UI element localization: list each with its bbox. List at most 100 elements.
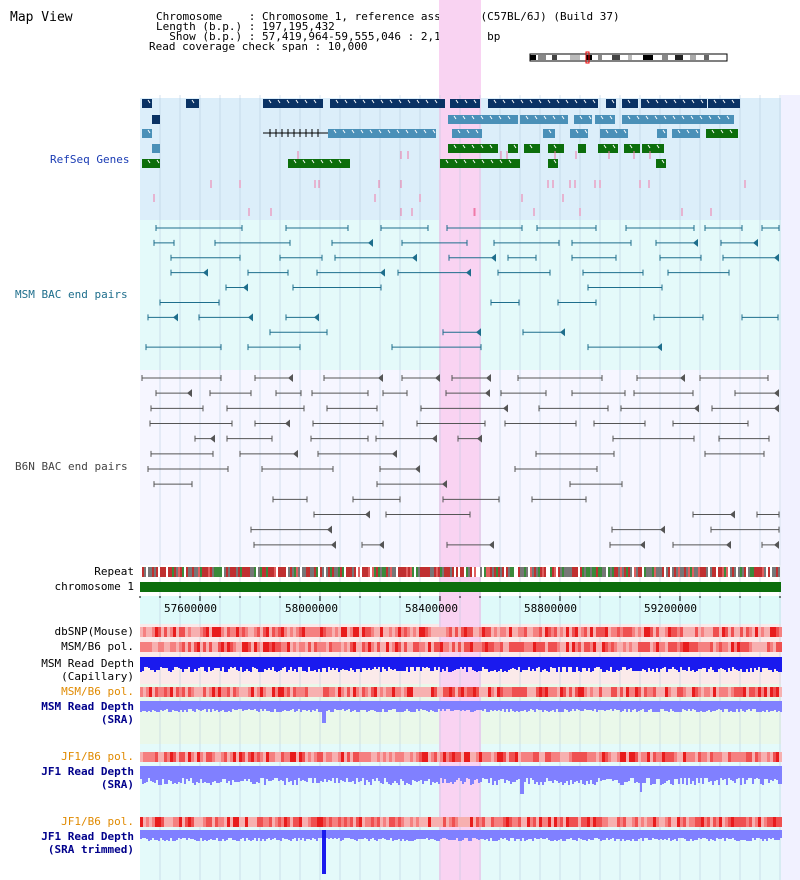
jf1-trimmed-depth-bar — [596, 830, 598, 838]
jf1-sra-depth-bar — [658, 766, 660, 779]
msm-capillary-depth-bar — [602, 657, 604, 672]
msm-sra-depth-bar — [434, 701, 436, 712]
jf1-b6-pol-trimmed-cell — [680, 817, 683, 827]
jf1-trimmed-depth-bar — [722, 830, 724, 838]
jf1-trimmed-depth-bar — [576, 830, 578, 841]
right-gutter — [781, 95, 800, 880]
b6n-bac-track-label[interactable]: B6N BAC end pairs — [15, 460, 128, 473]
repeat-cell — [662, 567, 664, 577]
jf1-trimmed-depth-bar — [772, 830, 774, 838]
msm-b6-pol-cell — [638, 642, 641, 652]
jf1-trimmed-depth-bar — [708, 830, 710, 841]
repeat-cell — [230, 567, 232, 577]
jf1-b6-pol-cell — [167, 752, 170, 762]
msm-b6-pol-cell — [305, 642, 308, 652]
dbsnp-cell — [671, 627, 674, 637]
repeat-cell — [296, 567, 298, 577]
jf1-trimmed-depth-bar — [542, 830, 544, 839]
gene-strand-mark — [731, 99, 735, 104]
jf1-sra-depth-bar — [764, 766, 766, 779]
jf1-sra-depth-bar — [316, 766, 318, 783]
jf1-trimmed-depth-bar — [692, 830, 694, 841]
jf1-b6-pol-cell — [185, 752, 188, 762]
msm-b6-pol-cell — [716, 642, 719, 652]
msm-capillary-depth-bar — [510, 657, 512, 669]
jf1-b6-pol-trimmed-cell — [326, 817, 329, 827]
jf1-sra-depth-bar — [376, 766, 378, 778]
jf1-b6-pol-cell — [554, 752, 557, 762]
msm-b6-pol-cell — [713, 642, 716, 652]
jf1-b6-pol-cell — [647, 752, 650, 762]
msm-sra-depth-bar — [594, 701, 596, 709]
jf1-sra-depth-bar — [276, 766, 278, 778]
msm-sra-depth-bar — [522, 701, 524, 711]
repeat-cell — [438, 567, 440, 577]
repeat-cell — [610, 567, 612, 577]
msm-capillary-depth-bar — [686, 657, 688, 671]
msm-sra-depth-bar — [618, 701, 620, 710]
msm-b6-pol-cell — [599, 642, 602, 652]
jf1-sra-depth-bar — [642, 766, 644, 783]
jf1-sra-depth-bar — [440, 766, 442, 778]
msm-capillary-depth-bar — [334, 657, 336, 670]
jf1-b6-pol-cell — [464, 752, 467, 762]
repeat-cell — [204, 567, 206, 577]
msm-sra-depth-bar — [462, 701, 464, 710]
jf1-b6-pol-cell — [668, 752, 671, 762]
msm-b6-pol-sra-cell — [608, 687, 611, 697]
msm-sra-depth-bar — [690, 701, 692, 711]
msm-capillary-depth-bar — [690, 657, 692, 671]
msm-capillary-depth-bar — [764, 657, 766, 668]
jf1-read-depth-label: JF1 Read Depth — [41, 765, 134, 778]
jf1-sra-depth-bar — [712, 766, 714, 785]
jf1-sra-depth-bar — [618, 766, 620, 783]
msm-capillary-depth-bar — [480, 657, 482, 671]
dbsnp-cell — [596, 627, 599, 637]
dbsnp-cell — [479, 627, 482, 637]
msm-b6-pol-cell — [596, 642, 599, 652]
jf1-b6-pol-cell — [506, 752, 509, 762]
jf1-trimmed-depth-bar — [348, 830, 350, 838]
refseq-track-label[interactable]: RefSeq Genes — [50, 153, 130, 166]
msm-sra-depth-bar — [626, 701, 628, 712]
dbsnp-cell — [188, 627, 191, 637]
jf1-trimmed-depth-bar — [430, 830, 432, 839]
jf1-b6-pol-cell — [539, 752, 542, 762]
jf1-b6-pol-trimmed-cell — [317, 817, 320, 827]
msm-capillary-depth-bar — [418, 657, 420, 667]
jf1-b6-pol-trimmed-cell — [365, 817, 368, 827]
msm-b6-pol-cell — [353, 642, 356, 652]
gene-strand-mark — [592, 99, 596, 104]
gene-strand-mark — [507, 115, 511, 120]
gene-strand-mark — [329, 159, 333, 164]
msm-bac-track-label[interactable]: MSM BAC end pairs — [15, 288, 128, 301]
jf1-b6-pol-trimmed-cell — [581, 817, 584, 827]
gene-strand-mark — [286, 99, 290, 104]
repeat-cell — [596, 567, 598, 577]
msm-capillary-depth-bar — [378, 657, 380, 667]
gene-strand-mark — [434, 99, 438, 104]
msm-b6-pol-sra-cell — [485, 687, 488, 697]
dbsnp-cell — [605, 627, 608, 637]
jf1-trimmed-depth-bar — [410, 830, 412, 841]
repeat-cell — [278, 567, 280, 577]
msm-b6-pol-cell — [284, 642, 287, 652]
gene-strand-mark — [471, 115, 475, 120]
msm-b6-pol-cell — [722, 642, 725, 652]
jf1-trimmed-depth-bar — [674, 830, 676, 839]
jf1-sra-depth-bar — [752, 766, 754, 784]
jf1-b6-pol-trimmed-cell — [293, 817, 296, 827]
repeat-cell — [350, 567, 352, 577]
msm-capillary-depth-bar — [570, 657, 572, 667]
dbsnp-cell — [269, 627, 272, 637]
msm-b6-pol-cell — [311, 642, 314, 652]
jf1-b6-pol-cell — [773, 752, 776, 762]
jf1-trimmed-depth-bar — [724, 830, 726, 841]
jf1-b6-pol-trimmed-cell — [734, 817, 737, 827]
msm-b6-pol-sra-cell — [164, 687, 167, 697]
repeat-cell — [634, 567, 636, 577]
repeat-cell — [312, 567, 314, 577]
jf1-b6-pol-cell — [581, 752, 584, 762]
msm-b6-pol-sra-cell — [419, 687, 422, 697]
